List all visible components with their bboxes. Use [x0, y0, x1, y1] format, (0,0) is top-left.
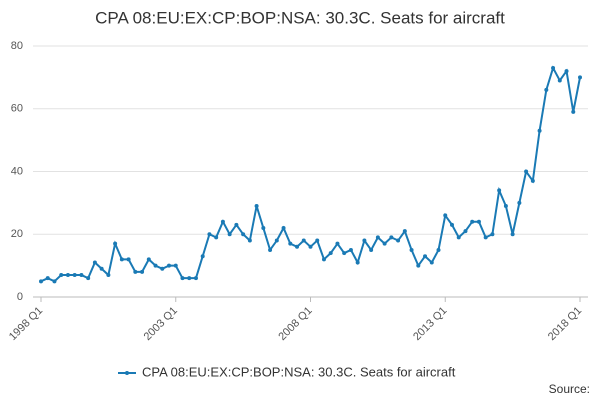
- legend-marker: [125, 371, 129, 375]
- point: [423, 254, 428, 259]
- point: [321, 257, 326, 262]
- point: [544, 87, 549, 92]
- point: [470, 219, 475, 224]
- point: [214, 235, 219, 240]
- point: [578, 75, 582, 80]
- point: [355, 260, 360, 265]
- point: [254, 204, 259, 209]
- point: [510, 232, 515, 237]
- point: [126, 257, 131, 262]
- point: [180, 276, 185, 281]
- point: [227, 232, 232, 237]
- point: [92, 260, 97, 265]
- point: [167, 263, 172, 268]
- point: [342, 251, 347, 256]
- point: [173, 263, 178, 268]
- point: [234, 222, 239, 227]
- point: [39, 279, 43, 284]
- y-tick-label: 60: [11, 103, 23, 115]
- point: [429, 260, 434, 265]
- legend-label: CPA 08:EU:EX:CP:BOP:NSA: 30.3C. Seats fo…: [142, 364, 456, 379]
- point: [396, 238, 401, 243]
- point: [348, 247, 353, 252]
- point: [99, 266, 104, 271]
- point: [362, 238, 367, 243]
- point: [160, 266, 165, 271]
- point: [416, 263, 421, 268]
- point: [483, 235, 488, 240]
- point: [389, 235, 394, 240]
- point: [295, 244, 300, 249]
- point: [261, 225, 266, 230]
- point: [79, 273, 84, 278]
- source: Source:: [549, 382, 590, 396]
- point: [375, 235, 380, 240]
- point: [274, 238, 279, 243]
- point: [193, 276, 198, 281]
- point: [59, 273, 64, 278]
- point: [382, 241, 387, 246]
- point: [281, 225, 286, 230]
- point: [409, 247, 414, 252]
- point: [268, 247, 273, 252]
- point: [187, 276, 192, 281]
- point: [65, 273, 70, 278]
- point: [490, 232, 495, 237]
- point: [557, 78, 562, 83]
- point: [335, 241, 340, 246]
- point: [537, 128, 542, 133]
- point: [517, 200, 522, 205]
- point: [140, 269, 145, 274]
- point: [241, 232, 246, 237]
- point: [220, 219, 225, 224]
- y-tick-label: 20: [11, 228, 23, 240]
- x-tick-label: 2003 Q1: [142, 305, 180, 343]
- point: [443, 213, 448, 218]
- point: [530, 178, 535, 183]
- point: [52, 279, 57, 284]
- x-tick-label: 2013 Q1: [411, 305, 449, 343]
- point: [133, 269, 138, 274]
- point: [146, 257, 151, 262]
- point: [247, 238, 252, 243]
- point: [207, 232, 212, 237]
- point: [402, 229, 407, 234]
- point: [497, 188, 502, 193]
- point: [571, 109, 576, 114]
- point: [200, 254, 205, 259]
- point: [449, 222, 454, 227]
- point: [564, 69, 569, 74]
- x-tick-label: 2008 Q1: [276, 305, 314, 343]
- point: [106, 273, 111, 278]
- point: [369, 247, 374, 252]
- point: [463, 229, 468, 234]
- y-tick-label: 0: [17, 291, 23, 303]
- x-tick-label: 2018 Q1: [546, 305, 584, 343]
- point: [436, 247, 441, 252]
- point: [476, 219, 481, 224]
- point: [45, 276, 50, 281]
- point: [301, 238, 306, 243]
- y-tick-label: 40: [11, 165, 23, 177]
- point: [308, 244, 313, 249]
- point: [328, 251, 333, 256]
- point: [86, 276, 91, 281]
- point: [113, 241, 118, 246]
- point: [315, 238, 320, 243]
- point: [288, 241, 293, 246]
- point: [72, 273, 77, 278]
- x-tick-label: 1998 Q1: [7, 305, 45, 343]
- point: [503, 204, 508, 209]
- point: [119, 257, 124, 262]
- chart-title: CPA 08:EU:EX:CP:BOP:NSA: 30.3C. Seats fo…: [95, 8, 505, 27]
- point: [551, 65, 556, 70]
- point: [153, 263, 158, 268]
- point: [524, 169, 529, 174]
- y-tick-label: 80: [11, 40, 23, 52]
- point: [456, 235, 461, 240]
- series-line: [40, 65, 581, 283]
